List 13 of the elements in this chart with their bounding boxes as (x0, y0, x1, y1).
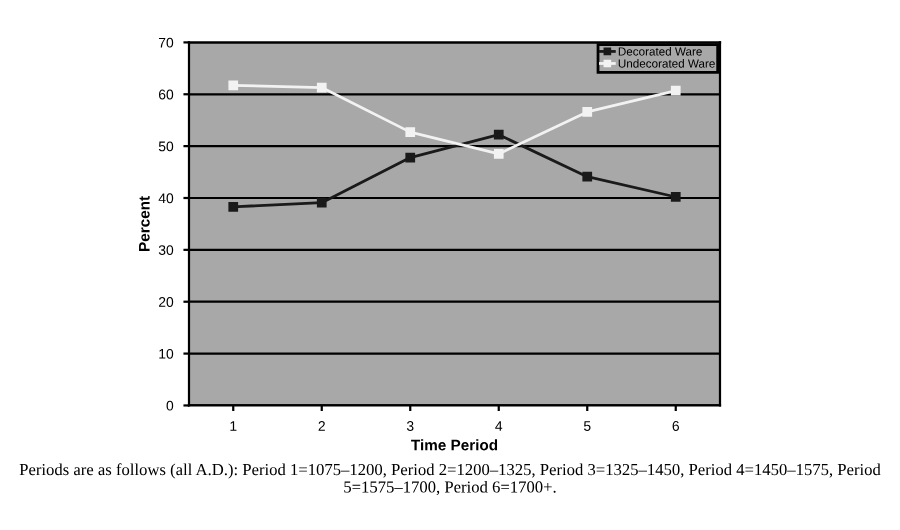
point (582, 171, 593, 182)
text: Periods are as follows (all A.D.): Period 1=1075–1200, Period 2=1200–1325, Period 3=1325–1450, Period 4=1450–1575, Period 5=1575–1700, Period 6=1700+. (19, 463, 881, 496)
point (493, 129, 504, 140)
point (316, 197, 327, 208)
point (670, 192, 681, 202)
point (493, 149, 504, 159)
point (228, 80, 239, 91)
point (582, 107, 593, 117)
point (405, 152, 416, 163)
point (316, 82, 327, 93)
point (405, 127, 416, 137)
point (228, 201, 239, 212)
point (670, 85, 681, 96)
